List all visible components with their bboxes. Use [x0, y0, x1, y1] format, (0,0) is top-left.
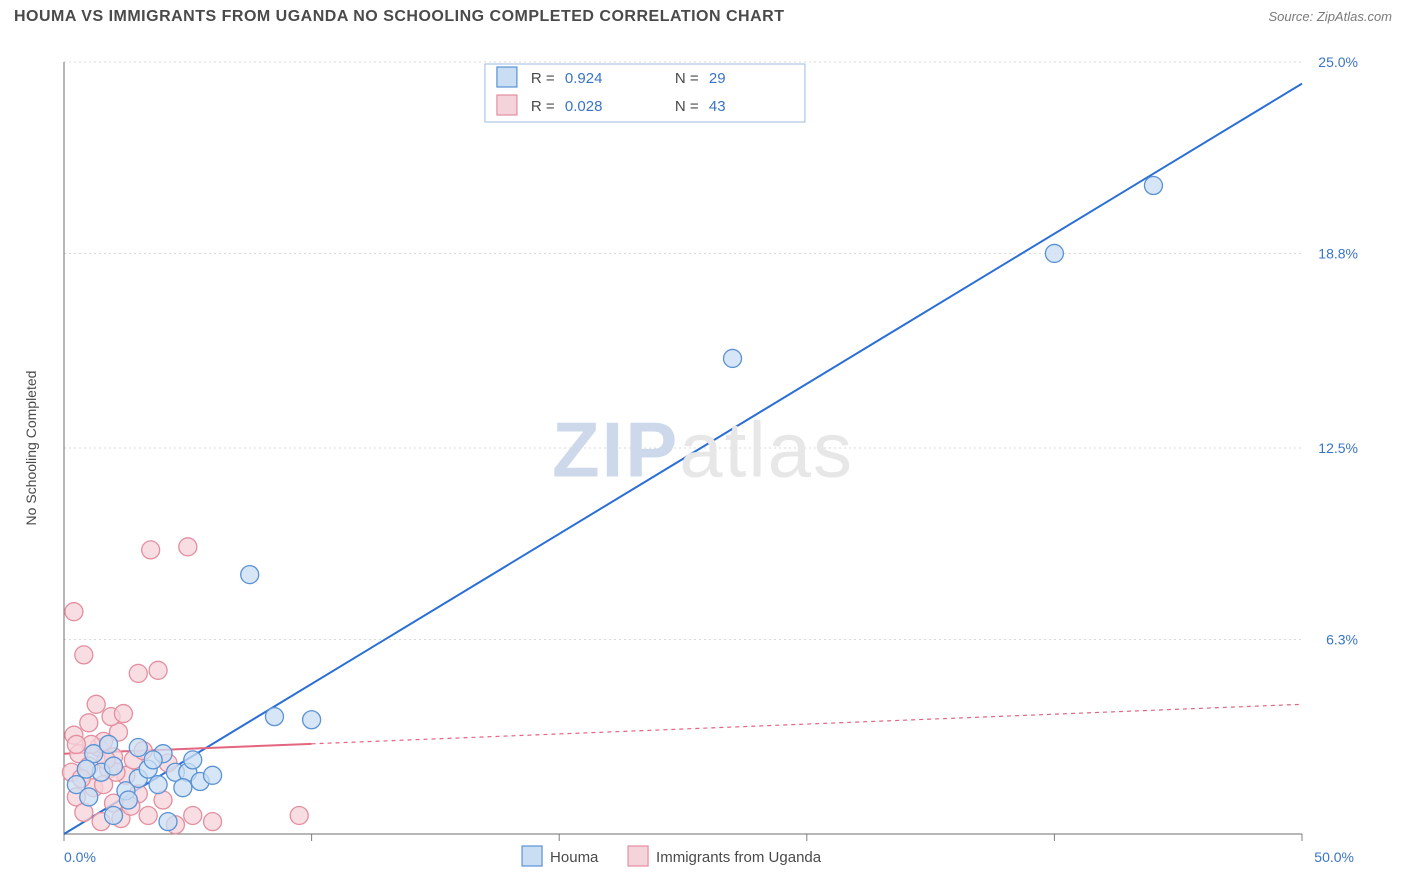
svg-text:18.8%: 18.8%	[1318, 245, 1358, 261]
chart-container: ZIPatlas 6.3%12.5%18.8%25.0%0.0%50.0%No …	[14, 40, 1392, 878]
svg-text:R =: R =	[531, 70, 555, 87]
svg-text:0.0%: 0.0%	[64, 849, 96, 865]
svg-text:0.028: 0.028	[565, 98, 603, 115]
chart-header: HOUMA VS IMMIGRANTS FROM UGANDA NO SCHOO…	[0, 0, 1406, 32]
svg-text:29: 29	[709, 70, 726, 87]
svg-text:N =: N =	[675, 70, 699, 87]
scatter-chart: 6.3% 12.5% 18.8% 25.0% 0.0% 50.0% No Schooling…	[14, 40, 1392, 878]
svg-text:25.0%: 25.0%	[1318, 54, 1358, 70]
svg-text:N =: N =	[675, 98, 699, 115]
svg-text:43: 43	[709, 98, 726, 115]
svg-text:Immigrants from Uganda: Immigrants from Uganda	[656, 849, 822, 866]
svg-text:50.0%: 50.0%	[1314, 849, 1354, 865]
chart-title: HOUMA VS IMMIGRANTS FROM UGANDA NO SCHOO…	[14, 8, 785, 26]
source-label: Source: ZipAtlas.com	[1268, 9, 1392, 24]
svg-text:R =: R =	[531, 98, 555, 115]
svg-text:Houma: Houma	[550, 849, 599, 866]
svg-text:0.924: 0.924	[565, 70, 603, 87]
svg-text:No Schooling Completed: No Schooling Completed	[23, 371, 39, 526]
svg-text:6.3%: 6.3%	[1326, 631, 1358, 647]
svg-text:12.5%: 12.5%	[1318, 440, 1358, 456]
